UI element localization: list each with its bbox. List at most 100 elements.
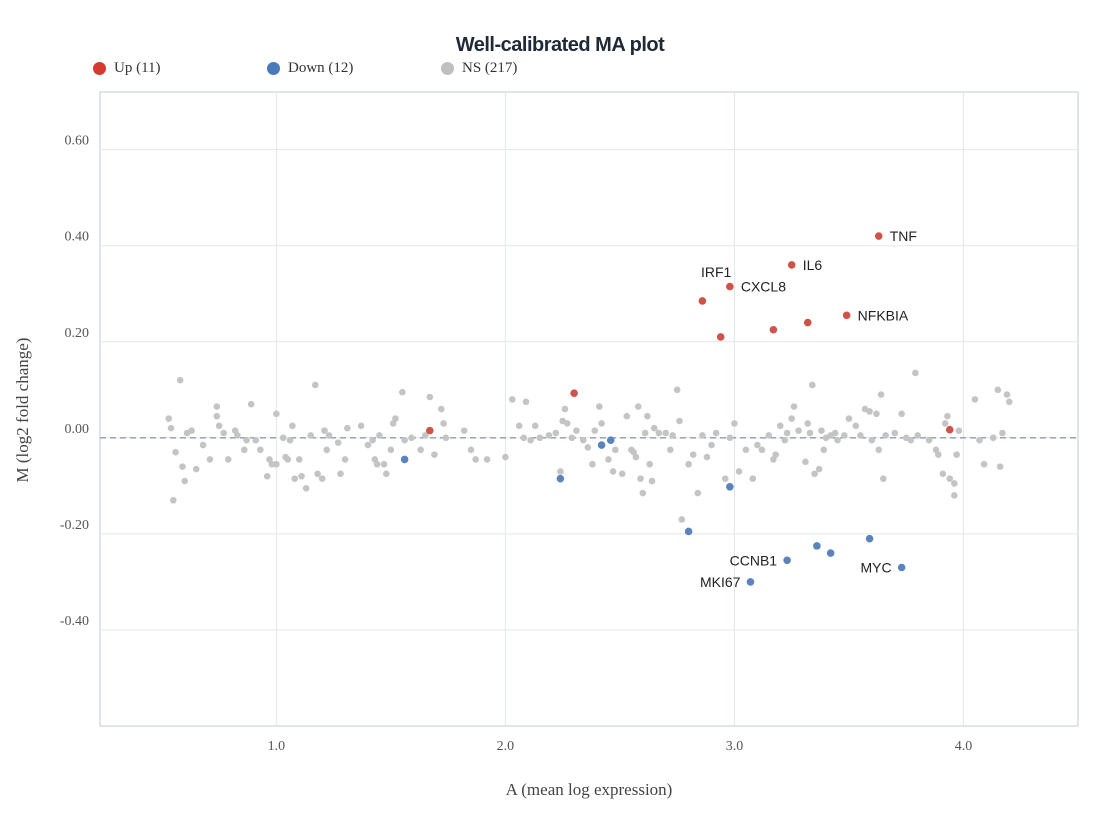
point-ns (818, 427, 825, 434)
point-ns (188, 427, 195, 434)
point-ns (667, 446, 674, 454)
gene-label-mki67: MKI67 (700, 574, 741, 590)
point-ns (880, 475, 887, 482)
point-ns (955, 427, 963, 434)
point-ns (598, 420, 605, 427)
point-ns (857, 432, 864, 439)
point-down (746, 578, 755, 586)
point-ns (192, 465, 200, 473)
chart-title: Well-calibrated MA plot (455, 34, 665, 56)
point-ns (243, 436, 250, 444)
y-tick-label: -0.40 (60, 614, 89, 629)
point-ns (605, 456, 612, 463)
point-ns (609, 468, 617, 475)
point-ns (673, 386, 681, 394)
point-ns (520, 434, 528, 442)
point-ns (167, 424, 175, 432)
point-ns (169, 496, 177, 504)
point-ns (646, 460, 653, 468)
point-ns (273, 410, 280, 418)
point-ns (531, 422, 539, 430)
point-ns (284, 456, 292, 463)
x-tick-label: 1.0 (268, 739, 286, 754)
point-up (842, 311, 851, 320)
point-ns (676, 417, 683, 425)
point-ns (460, 427, 468, 434)
point-ns (536, 434, 544, 442)
point-ns (206, 456, 214, 463)
legend-item-up[interactable]: Up (11) (93, 58, 161, 78)
point-ns (515, 422, 523, 430)
point-ns (314, 470, 321, 478)
y-tick-label: -0.20 (60, 518, 89, 533)
point-up (716, 333, 725, 341)
point-ns (440, 420, 447, 427)
point-ns (820, 446, 828, 454)
point-ns (568, 434, 576, 442)
point-up (945, 425, 954, 434)
point-ns (380, 460, 388, 468)
gene-labels: TNF IL6 IRF1 CXCL8 NFKBIA CCNB1 MKI67 MYC (700, 228, 917, 590)
point-ns (944, 412, 951, 420)
point-ns (712, 429, 720, 437)
point-ns (790, 403, 798, 410)
legend-label-up: Up (11) (114, 59, 161, 76)
point-ns (252, 436, 260, 444)
point-down (556, 474, 565, 483)
point-ns (364, 441, 372, 449)
point-ns (637, 475, 644, 482)
point-ns (1003, 391, 1011, 398)
point-ns (877, 391, 885, 398)
legend-item-down[interactable]: Down (12) (267, 58, 353, 78)
point-ns (442, 434, 450, 442)
point-up (570, 389, 578, 397)
point-ns (557, 468, 564, 475)
point-up (698, 297, 707, 305)
point-ns (841, 432, 848, 439)
legend-item-ns[interactable]: NS (217) (441, 58, 517, 78)
grid-lines (100, 92, 1078, 726)
point-ns (341, 456, 349, 463)
point-up (769, 325, 778, 334)
point-ns (527, 436, 534, 444)
point-ns (735, 468, 743, 475)
legend-swatch-up (93, 61, 106, 75)
point-ns (289, 422, 296, 430)
point-ns (776, 422, 784, 430)
point-ns (508, 396, 516, 403)
point-ns (563, 420, 571, 427)
x-axis-label: A (mean log expression) (506, 780, 673, 799)
point-ns (295, 456, 303, 463)
point-ns (772, 451, 779, 458)
point-ns (612, 446, 619, 454)
point-ns (765, 432, 773, 439)
point-up (787, 261, 796, 269)
y-tick-label: 0.00 (65, 422, 90, 437)
point-ns (976, 436, 983, 444)
point-ns (307, 432, 315, 439)
point-ns (584, 444, 592, 451)
point-ns (994, 386, 1002, 394)
point-up (803, 318, 812, 327)
point-ns (804, 420, 812, 427)
point-ns (999, 429, 1006, 437)
point-ns (382, 470, 390, 478)
legend-swatch-ns (441, 61, 454, 75)
point-ns (545, 432, 553, 439)
point-ns (648, 477, 656, 485)
point-down (400, 455, 409, 464)
point-ns (708, 441, 715, 449)
point-ns (579, 436, 587, 444)
point-ns (783, 429, 791, 437)
point-ns (781, 436, 789, 444)
point-ns (632, 453, 640, 461)
point-ns (291, 475, 298, 482)
point-ns (387, 446, 395, 454)
point-ns (552, 429, 560, 437)
point-ns (279, 434, 287, 442)
point-ns (247, 400, 255, 408)
point-down (597, 441, 606, 449)
point-ns (369, 436, 376, 444)
point-ns (953, 451, 960, 458)
point-ns (875, 446, 883, 454)
